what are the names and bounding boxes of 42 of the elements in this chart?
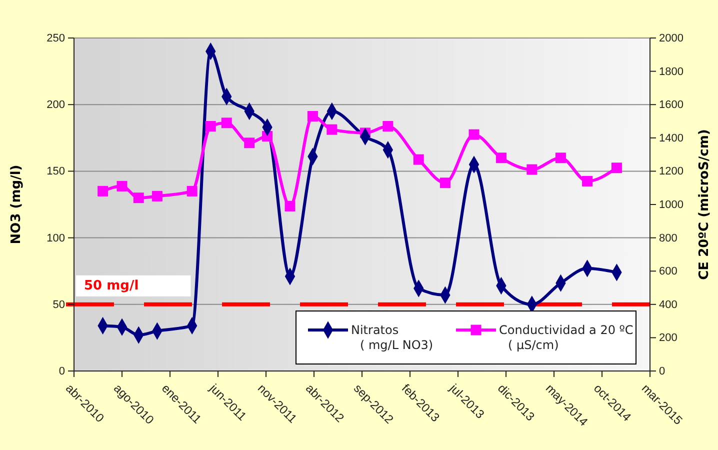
y2-tick-label: 600 [659, 266, 678, 278]
y2-tick-label: 1400 [659, 132, 684, 144]
y-tick-label: 50 [52, 298, 65, 311]
y2-tick-label: 400 [659, 298, 678, 311]
y2-tick-label: 1600 [659, 99, 684, 112]
point [244, 138, 255, 148]
point [382, 121, 394, 132]
point [440, 178, 450, 188]
y2-tick-label: 800 [659, 232, 678, 244]
point [555, 152, 566, 164]
y-tick-label: 0 [58, 366, 65, 378]
point [582, 176, 593, 186]
y2-tick-label: 1800 [659, 66, 684, 78]
point [611, 162, 622, 174]
point [205, 121, 216, 132]
y-tick-label: 150 [46, 166, 65, 178]
point [413, 154, 424, 165]
point [284, 200, 296, 212]
point [468, 129, 480, 140]
y2-tick-label: 200 [659, 332, 678, 344]
y2-tick-label: 1000 [659, 199, 684, 212]
y2-axis-title: CE 20ºC (microS/cm) [697, 129, 712, 280]
point [496, 152, 506, 164]
y2-tick-label: 2000 [659, 32, 684, 45]
point [116, 180, 128, 192]
y-tick-label: 250 [46, 32, 65, 45]
point [307, 111, 318, 122]
ref-line-label: 50 mg/l [84, 278, 139, 294]
point [526, 164, 538, 175]
legend-label: Nitratos ( mg/L NO3) [351, 323, 434, 352]
y-axis-title: NO3 (mg/l) [9, 164, 24, 244]
y2-tick-label: 0 [659, 366, 666, 378]
y-tick-label: 200 [46, 99, 65, 112]
y-tick-label: 100 [46, 232, 65, 244]
y2-tick-label: 1200 [659, 166, 684, 178]
point [221, 118, 232, 128]
point [133, 192, 144, 204]
point [98, 186, 108, 196]
point [326, 124, 338, 135]
point [186, 186, 198, 196]
point [152, 190, 162, 202]
legend-label: Conductividad a 20 ºC ( µS/cm) [499, 323, 634, 352]
